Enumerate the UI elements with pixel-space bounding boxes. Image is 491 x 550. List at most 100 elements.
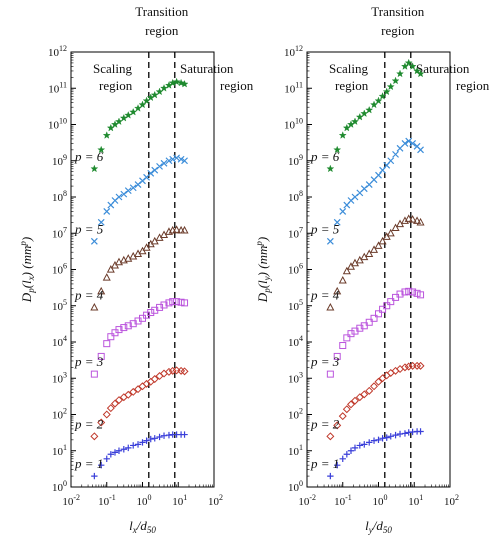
data-point xyxy=(90,370,98,378)
x-axis-label: lx/d50 xyxy=(129,518,156,535)
transition-region-label: Transition xyxy=(135,4,188,19)
data-point xyxy=(360,185,368,193)
data-point xyxy=(110,399,119,408)
data-point xyxy=(147,309,155,317)
series-label: p = 3 xyxy=(310,354,340,369)
data-point xyxy=(396,290,404,298)
panel-right: 100 101 102 103 104 105 106 107 108 109 1010 1011 10… xyxy=(254,4,490,535)
data-point xyxy=(180,225,189,234)
x-tick-label: 101 xyxy=(172,493,187,508)
y-tick-label: 106 xyxy=(52,262,67,277)
series-label: p = 4 xyxy=(310,287,340,302)
data-point xyxy=(379,305,387,313)
data-point xyxy=(339,208,347,215)
data-point xyxy=(370,382,379,391)
data-point xyxy=(327,472,334,480)
data-point xyxy=(124,390,133,399)
data-point xyxy=(97,352,105,360)
data-point xyxy=(370,314,378,322)
data-point xyxy=(114,396,123,405)
x-axis-label: ly/d50 xyxy=(365,518,392,535)
data-point xyxy=(401,430,409,437)
data-point xyxy=(106,123,115,132)
data-point xyxy=(374,377,383,386)
series-label: p = 6 xyxy=(74,149,104,164)
data-point xyxy=(150,375,159,384)
data-point xyxy=(355,393,364,402)
scaling-region-label: region xyxy=(99,78,133,93)
data-point xyxy=(107,451,115,458)
data-point xyxy=(338,131,347,139)
data-point xyxy=(370,437,378,444)
data-point xyxy=(408,215,417,223)
data-point xyxy=(98,461,105,469)
data-point xyxy=(333,145,342,154)
data-point xyxy=(115,326,123,334)
data-point xyxy=(343,451,351,458)
data-point xyxy=(156,303,164,311)
data-point xyxy=(97,145,106,154)
data-point xyxy=(169,298,177,306)
y-tick-label: 104 xyxy=(52,334,67,349)
data-point xyxy=(326,370,334,378)
data-point xyxy=(164,367,173,376)
data-point xyxy=(173,154,181,162)
data-point xyxy=(400,363,409,372)
data-point xyxy=(339,455,346,462)
y-axis-label: Dp(ly) (mmp) xyxy=(254,237,272,303)
data-point xyxy=(387,433,394,440)
y-tick-label: 109 xyxy=(52,153,67,168)
data-point xyxy=(97,218,105,226)
data-point xyxy=(160,159,168,167)
data-point xyxy=(375,171,382,179)
data-point xyxy=(181,431,188,438)
y-tick-label: 102 xyxy=(288,407,303,422)
data-point xyxy=(391,76,400,85)
saturation-region-label: region xyxy=(456,78,490,93)
data-point xyxy=(150,90,159,99)
y-tick-label: 108 xyxy=(288,189,303,204)
data-point xyxy=(346,400,355,409)
data-point xyxy=(404,214,413,222)
data-point xyxy=(417,428,424,435)
data-point xyxy=(124,111,133,119)
x-tick-label: 100 xyxy=(373,493,388,508)
data-point xyxy=(156,433,163,441)
data-point xyxy=(120,446,128,453)
transition-region-label: Transition xyxy=(371,4,424,19)
data-point xyxy=(365,386,374,395)
data-point xyxy=(138,100,147,109)
data-point xyxy=(181,299,189,307)
data-point xyxy=(142,243,151,251)
series-label: p = 5 xyxy=(74,221,104,236)
data-point xyxy=(333,352,341,360)
data-point xyxy=(90,432,99,441)
data-point xyxy=(413,66,422,75)
y-tick-label: 107 xyxy=(52,225,67,240)
y-tick-label: 103 xyxy=(288,370,303,385)
data-point xyxy=(338,412,347,421)
data-point xyxy=(351,444,359,452)
data-point xyxy=(374,241,383,249)
data-point xyxy=(120,190,128,198)
data-point xyxy=(416,69,425,78)
data-point xyxy=(392,150,399,158)
data-point xyxy=(405,137,413,145)
series-markers xyxy=(326,58,425,480)
data-point xyxy=(165,299,173,307)
data-point xyxy=(417,291,425,299)
data-point xyxy=(103,208,111,215)
data-point xyxy=(356,442,364,449)
data-point xyxy=(386,82,395,91)
y-tick-label: 1012 xyxy=(48,44,67,59)
data-point xyxy=(392,431,399,439)
data-point xyxy=(365,249,374,257)
data-point xyxy=(387,298,395,306)
data-point xyxy=(177,78,186,87)
data-point xyxy=(378,236,387,245)
data-point xyxy=(115,447,123,454)
data-point xyxy=(346,262,356,270)
x-tick-label: 10-1 xyxy=(334,493,352,508)
data-point xyxy=(365,318,373,326)
y-tick-label: 101 xyxy=(52,443,67,458)
